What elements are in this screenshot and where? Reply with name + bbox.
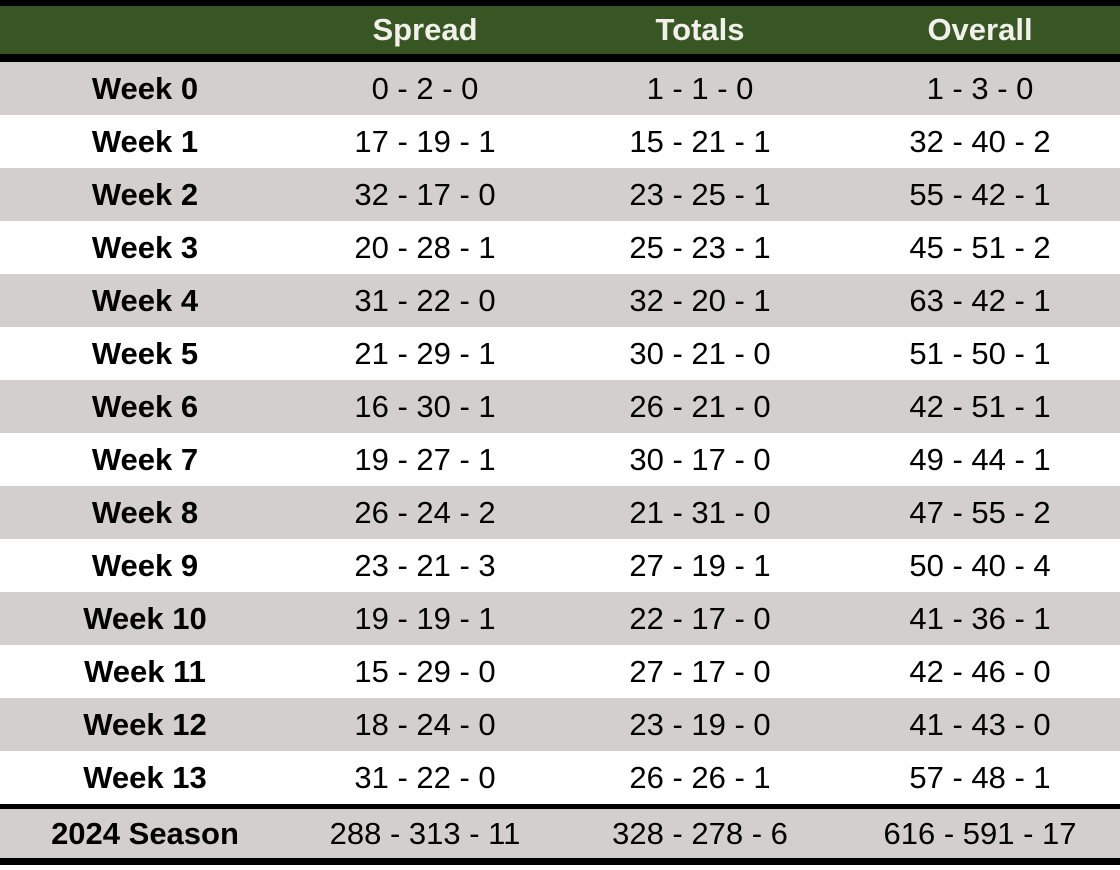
spread-value-cell: 20 - 28 - 1 — [354, 229, 496, 265]
table-row: Week 5 21 - 29 - 1 30 - 21 - 0 51 - 50 - 1 — [0, 327, 1120, 380]
row-label-cell: Week 13 — [83, 759, 207, 795]
overall-value-cell: 55 - 42 - 1 — [909, 176, 1051, 212]
overall-value-cell: 51 - 50 - 1 — [909, 335, 1051, 371]
row-label-cell: Week 10 — [83, 600, 207, 636]
overall-value-cell: 41 - 36 - 1 — [909, 600, 1051, 636]
corner-cell — [0, 3, 290, 58]
overall-value-cell: 1 - 3 - 0 — [926, 70, 1034, 106]
table-row: Week 11 15 - 29 - 0 27 - 17 - 0 42 - 46 - 0 — [0, 645, 1120, 698]
totals-value-cell: 27 - 19 - 1 — [629, 547, 771, 583]
row-label-cell: Week 7 — [91, 441, 199, 477]
overall-value-cell: 57 - 48 - 1 — [909, 759, 1051, 795]
row-label-cell: Week 2 — [91, 176, 199, 212]
spread-value-cell: 31 - 22 - 0 — [354, 282, 496, 318]
overall-value-cell: 49 - 44 - 1 — [909, 441, 1051, 477]
column-header-totals: Totals — [560, 3, 840, 58]
table-row: Week 10 19 - 19 - 1 22 - 17 - 0 41 - 36 - 1 — [0, 592, 1120, 645]
season-spread-total: 288 - 313 - 11 — [329, 815, 521, 851]
row-label-cell: Week 0 — [91, 70, 199, 106]
overall-value-cell: 47 - 55 - 2 — [909, 494, 1051, 530]
column-header-spread: Spread — [290, 3, 560, 58]
season-totals-total: 328 - 278 - 6 — [612, 815, 788, 851]
table-row: Week 2 32 - 17 - 0 23 - 25 - 1 55 - 42 - 1 — [0, 168, 1120, 221]
spread-value-cell: 19 - 27 - 1 — [354, 441, 496, 477]
totals-value-cell: 15 - 21 - 1 — [629, 123, 771, 159]
spread-value-cell: 17 - 19 - 1 — [354, 123, 496, 159]
column-header-overall: Overall — [840, 3, 1120, 58]
spread-value-cell: 26 - 24 - 2 — [354, 494, 496, 530]
spread-value-cell: 21 - 29 - 1 — [354, 335, 496, 371]
row-label-cell: Week 9 — [91, 547, 199, 583]
table-row: Week 6 16 - 30 - 1 26 - 21 - 0 42 - 51 - 1 — [0, 380, 1120, 433]
row-label-cell: Week 12 — [83, 706, 207, 742]
row-label-cell: Week 4 — [91, 282, 199, 318]
season-total-label: 2024 Season — [51, 815, 239, 851]
table-row: Week 9 23 - 21 - 3 27 - 19 - 1 50 - 40 - 4 — [0, 539, 1120, 592]
table-row: Week 7 19 - 27 - 1 30 - 17 - 0 49 - 44 - 1 — [0, 433, 1120, 486]
row-label-cell: Week 8 — [91, 494, 199, 530]
table-footer: 2024 Season 288 - 313 - 11 328 - 278 - 6… — [0, 806, 1120, 862]
overall-value-cell: 32 - 40 - 2 — [909, 123, 1051, 159]
season-overall-total: 616 - 591 - 17 — [883, 815, 1077, 851]
row-label-cell: Week 1 — [91, 123, 199, 159]
table-row: Week 3 20 - 28 - 1 25 - 23 - 1 45 - 51 - 2 — [0, 221, 1120, 274]
totals-value-cell: 26 - 26 - 1 — [629, 759, 771, 795]
table-row: Week 13 31 - 22 - 0 26 - 26 - 1 57 - 48 - 1 — [0, 751, 1120, 807]
table-row: Week 12 18 - 24 - 0 23 - 19 - 0 41 - 43 - 0 — [0, 698, 1120, 751]
totals-value-cell: 22 - 17 - 0 — [629, 600, 771, 636]
totals-value-cell: 23 - 25 - 1 — [629, 176, 771, 212]
table-row: Week 0 0 - 2 - 0 1 - 1 - 0 1 - 3 - 0 — [0, 58, 1120, 115]
row-label-cell: Week 5 — [91, 335, 199, 371]
totals-value-cell: 27 - 17 - 0 — [629, 653, 771, 689]
table-row: Week 1 17 - 19 - 1 15 - 21 - 1 32 - 40 - 2 — [0, 115, 1120, 168]
totals-value-cell: 30 - 17 - 0 — [629, 441, 771, 477]
totals-value-cell: 30 - 21 - 0 — [629, 335, 771, 371]
spread-value-cell: 15 - 29 - 0 — [354, 653, 496, 689]
overall-value-cell: 42 - 51 - 1 — [909, 388, 1051, 424]
overall-value-cell: 42 - 46 - 0 — [909, 653, 1051, 689]
table-row: Week 8 26 - 24 - 2 21 - 31 - 0 47 - 55 - 2 — [0, 486, 1120, 539]
header-row: Spread Totals Overall — [0, 3, 1120, 58]
totals-value-cell: 1 - 1 - 0 — [646, 70, 754, 106]
row-label-cell: Week 11 — [84, 653, 206, 689]
spread-value-cell: 0 - 2 - 0 — [371, 70, 479, 106]
totals-value-cell: 21 - 31 - 0 — [629, 494, 771, 530]
spread-value-cell: 31 - 22 - 0 — [354, 759, 496, 795]
spread-value-cell: 19 - 19 - 1 — [354, 600, 496, 636]
overall-value-cell: 45 - 51 - 2 — [909, 229, 1051, 265]
totals-value-cell: 26 - 21 - 0 — [629, 388, 771, 424]
season-total-row: 2024 Season 288 - 313 - 11 328 - 278 - 6… — [0, 806, 1120, 862]
totals-value-cell: 23 - 19 - 0 — [629, 706, 771, 742]
spread-value-cell: 23 - 21 - 3 — [354, 547, 496, 583]
overall-value-cell: 50 - 40 - 4 — [909, 547, 1051, 583]
table-row: Week 4 31 - 22 - 0 32 - 20 - 1 63 - 42 - 1 — [0, 274, 1120, 327]
totals-value-cell: 32 - 20 - 1 — [629, 282, 771, 318]
spread-value-cell: 32 - 17 - 0 — [354, 176, 496, 212]
spread-value-cell: 16 - 30 - 1 — [354, 388, 496, 424]
row-label-cell: Week 3 — [91, 229, 199, 265]
spread-value-cell: 18 - 24 - 0 — [354, 706, 496, 742]
overall-value-cell: 41 - 43 - 0 — [909, 706, 1051, 742]
table-header: Spread Totals Overall — [0, 3, 1120, 58]
overall-value-cell: 63 - 42 - 1 — [909, 282, 1051, 318]
totals-value-cell: 25 - 23 - 1 — [629, 229, 771, 265]
row-label-cell: Week 6 — [91, 388, 199, 424]
